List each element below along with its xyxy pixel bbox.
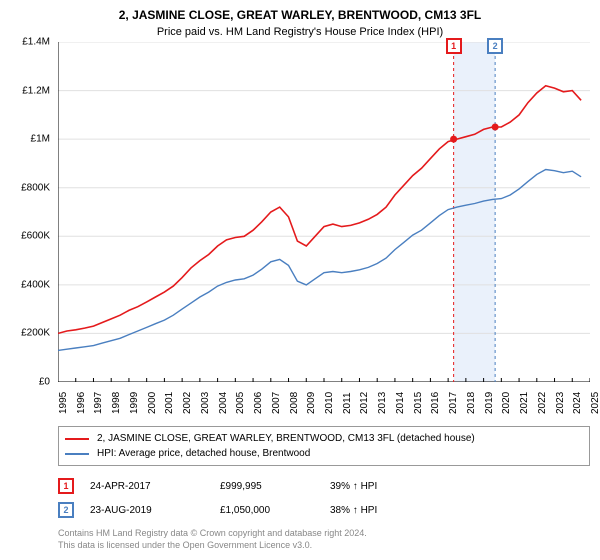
x-tick-label: 2024 bbox=[572, 392, 583, 414]
x-tick-label: 2011 bbox=[342, 392, 353, 414]
event-date: 23-AUG-2019 bbox=[90, 505, 220, 516]
x-tick-label: 2012 bbox=[359, 392, 370, 414]
x-tick-label: 1999 bbox=[129, 392, 140, 414]
footer-attribution: Contains HM Land Registry data © Crown c… bbox=[58, 528, 590, 551]
x-tick-label: 2016 bbox=[430, 392, 441, 414]
x-tick-label: 2025 bbox=[590, 392, 600, 414]
chart-subtitle: Price paid vs. HM Land Registry's House … bbox=[0, 22, 600, 42]
y-tick-label: £1M bbox=[31, 134, 50, 145]
x-tick-label: 2004 bbox=[218, 392, 229, 414]
event-price: £1,050,000 bbox=[220, 505, 330, 516]
x-tick-label: 1995 bbox=[58, 392, 69, 414]
x-tick-label: 2000 bbox=[147, 392, 158, 414]
x-tick-label: 1996 bbox=[76, 392, 87, 414]
chart-plot bbox=[58, 42, 590, 382]
event-row: 1 24-APR-2017£999,99539% ↑ HPI bbox=[58, 474, 590, 498]
chart-title: 2, JASMINE CLOSE, GREAT WARLEY, BRENTWOO… bbox=[0, 0, 600, 22]
x-tick-label: 2002 bbox=[182, 392, 193, 414]
legend-label: 2, JASMINE CLOSE, GREAT WARLEY, BRENTWOO… bbox=[97, 433, 475, 444]
x-axis: 1995 1996 1997 1998 1999 2000 2001 2002 2003 2004… bbox=[58, 382, 590, 418]
y-tick-label: £1.4M bbox=[22, 37, 50, 48]
legend-swatch bbox=[65, 453, 89, 455]
x-tick-label: 2023 bbox=[555, 392, 566, 414]
x-tick-label: 2018 bbox=[466, 392, 477, 414]
x-tick-label: 2009 bbox=[306, 392, 317, 414]
x-tick-label: 2003 bbox=[200, 392, 211, 414]
legend-row: 2, JASMINE CLOSE, GREAT WARLEY, BRENTWOO… bbox=[65, 431, 583, 446]
x-tick-label: 2022 bbox=[537, 392, 548, 414]
footer-line-1: Contains HM Land Registry data © Crown c… bbox=[58, 528, 590, 540]
x-tick-label: 2008 bbox=[289, 392, 300, 414]
x-tick-label: 2001 bbox=[164, 392, 175, 414]
event-date: 24-APR-2017 bbox=[90, 481, 220, 492]
y-tick-label: £0 bbox=[39, 377, 50, 388]
x-tick-label: 2019 bbox=[484, 392, 495, 414]
legend-label: HPI: Average price, detached house, Bren… bbox=[97, 448, 310, 459]
y-axis: £0£200K£400K£600K£800K£1M£1.2M£1.4M bbox=[0, 42, 54, 382]
x-tick-label: 2021 bbox=[519, 392, 530, 414]
event-delta: 38% ↑ HPI bbox=[330, 505, 420, 516]
x-tick-label: 2005 bbox=[235, 392, 246, 414]
x-tick-label: 2017 bbox=[448, 392, 459, 414]
legend-swatch bbox=[65, 438, 89, 440]
legend-row: HPI: Average price, detached house, Bren… bbox=[65, 446, 583, 461]
x-tick-label: 2020 bbox=[501, 392, 512, 414]
event-table: 1 24-APR-2017£999,99539% ↑ HPI 2 23-AUG-201… bbox=[58, 474, 590, 522]
footer-line-2: This data is licensed under the Open Gov… bbox=[58, 540, 590, 552]
event-delta: 39% ↑ HPI bbox=[330, 481, 420, 492]
x-tick-label: 2014 bbox=[395, 392, 406, 414]
y-tick-label: £400K bbox=[21, 279, 50, 290]
y-tick-label: £200K bbox=[21, 328, 50, 339]
x-tick-label: 2006 bbox=[253, 392, 264, 414]
x-tick-label: 2007 bbox=[271, 392, 282, 414]
x-tick-label: 2010 bbox=[324, 392, 335, 414]
x-tick-label: 2013 bbox=[377, 392, 388, 414]
event-price: £999,995 bbox=[220, 481, 330, 492]
y-tick-label: £800K bbox=[21, 182, 50, 193]
legend: 2, JASMINE CLOSE, GREAT WARLEY, BRENTWOO… bbox=[58, 426, 590, 466]
event-row: 2 23-AUG-2019£1,050,00038% ↑ HPI bbox=[58, 498, 590, 522]
y-tick-label: £600K bbox=[21, 231, 50, 242]
chart-area: £0£200K£400K£600K£800K£1M£1.2M£1.4M 1995… bbox=[58, 42, 590, 382]
event-id-box: 2 bbox=[58, 502, 74, 518]
chart-container: 2, JASMINE CLOSE, GREAT WARLEY, BRENTWOO… bbox=[0, 0, 600, 560]
x-tick-label: 1998 bbox=[111, 392, 122, 414]
x-tick-label: 2015 bbox=[413, 392, 424, 414]
x-tick-label: 1997 bbox=[93, 392, 104, 414]
event-id-box: 1 bbox=[58, 478, 74, 494]
y-tick-label: £1.2M bbox=[22, 85, 50, 96]
